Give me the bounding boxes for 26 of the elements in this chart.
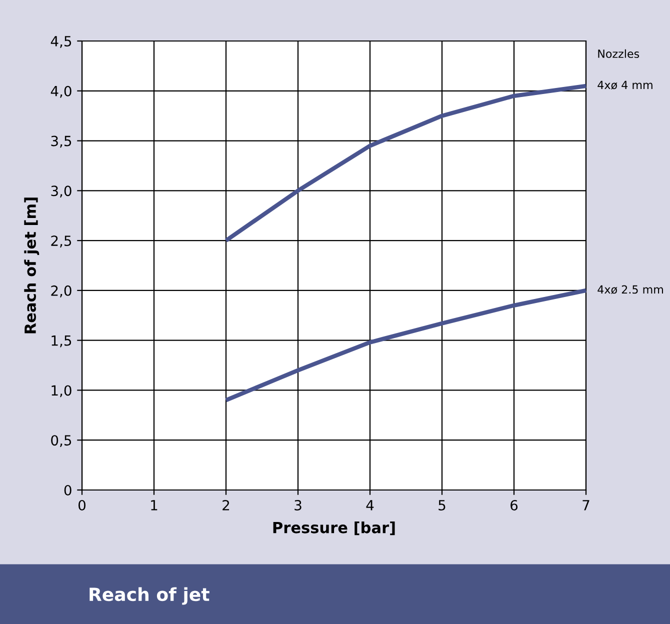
x-tick-label: 0 [78, 500, 86, 510]
x-tick-label: 7 [582, 500, 590, 510]
line-series [224, 84, 588, 243]
y-tick-label: 3,5 [51, 136, 72, 148]
x-tick-label: 1 [151, 500, 158, 510]
text: Reach of jet [90, 587, 210, 605]
legend-title: Nozzles [598, 49, 640, 58]
line-series [224, 288, 588, 402]
y-tick-label: 0,5 [51, 435, 72, 447]
y-tick-label: 1,0 [52, 385, 72, 398]
y-tick-label: 2,0 [51, 285, 72, 298]
y-tick-label: 4,0 [50, 86, 72, 98]
y-tick-label: 1,5 [52, 335, 72, 348]
x-tick-label: 5 [438, 500, 446, 510]
x-tick-label: 2 [222, 500, 230, 510]
x-axis-title: Pressure [bar] [273, 521, 395, 536]
y-tick-label: 2,5 [51, 236, 72, 248]
y-tick-label: 0 [64, 484, 72, 496]
x-tick-label: 6 [510, 500, 518, 510]
y-tick-label: 4,5 [50, 36, 72, 48]
y-axis-title: Reach of jet [m] [24, 198, 40, 334]
y-tick-label: 3,0 [51, 186, 72, 198]
series-label: 4xø 2.5 mm [598, 285, 663, 294]
x-tick-label: 4 [366, 500, 374, 510]
series-label: 4xø 4 mm [598, 80, 652, 90]
x-tick-label: 3 [294, 500, 302, 510]
